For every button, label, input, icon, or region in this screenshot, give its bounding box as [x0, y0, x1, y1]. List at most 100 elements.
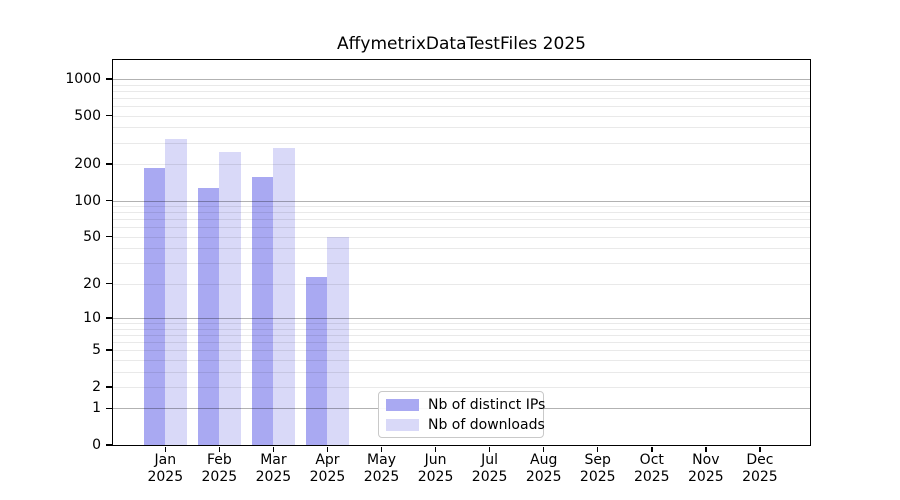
x-tick-apr — [326, 446, 329, 452]
gridline-minor-500 — [113, 115, 810, 117]
year-label: 2025 — [633, 468, 670, 485]
y-tick-50 — [106, 235, 113, 238]
month-label: Jan — [154, 452, 177, 468]
x-tick-jul — [488, 446, 491, 452]
month-label: Jul — [481, 452, 499, 468]
chart-title: AffymetrixDataTestFiles 2025 — [337, 34, 586, 54]
x-tick-dec — [759, 446, 761, 452]
y-tick-500 — [106, 114, 113, 117]
y-tick-10 — [106, 317, 113, 319]
y-tick-20 — [106, 282, 113, 285]
gridline-minor-80 — [113, 212, 810, 214]
y-tick-label-100: 100 — [74, 192, 101, 209]
x-tick-label-mar-2025: Mar 2025 — [241, 452, 305, 485]
legend: Nb of distinct IPs Nb of downloads — [378, 391, 545, 438]
year-label: 2025 — [525, 468, 562, 485]
bar-jan-nb-of-distinct-ips — [143, 167, 166, 445]
month-label: Aug — [530, 452, 558, 468]
gridline-minor-200 — [113, 164, 810, 166]
x-tick-nov — [705, 446, 707, 452]
bar-jan-nb-of-downloads — [165, 139, 187, 445]
gridline-minor-6 — [113, 341, 810, 343]
y-tick-label-0: 0 — [92, 437, 101, 453]
gridline-minor-4 — [113, 359, 810, 361]
gridline-minor-70 — [113, 219, 810, 221]
y-tick-5 — [106, 349, 113, 351]
legend-label-distinct-ips: Nb of distinct IPs — [428, 396, 546, 413]
month-label: Jun — [424, 452, 447, 468]
x-tick-label-aug-2025: Aug 2025 — [512, 452, 576, 485]
month-label: Feb — [206, 452, 232, 468]
x-tick-label-nov-2025: Nov 2025 — [674, 452, 738, 485]
month-label: Nov — [692, 452, 720, 468]
x-tick-jun — [434, 446, 437, 452]
year-label: 2025 — [471, 468, 508, 485]
gridline-minor-30 — [113, 263, 810, 265]
y-tick-label-5: 5 — [92, 342, 101, 359]
y-tick-label-20: 20 — [83, 275, 101, 292]
gridline-minor-9 — [113, 323, 810, 325]
y-tick-label-2: 2 — [92, 378, 101, 395]
x-tick-may — [380, 446, 383, 452]
legend-item-distinct-ips: Nb of distinct IPs — [386, 397, 545, 413]
year-label: 2025 — [742, 468, 778, 485]
month-label: Dec — [746, 452, 774, 468]
year-label: 2025 — [363, 468, 400, 485]
x-tick-label-dec-2025: Dec 2025 — [728, 452, 792, 485]
x-tick-label-jan-2025: Jan 2025 — [133, 452, 197, 485]
x-tick-mar — [272, 446, 275, 452]
y-tick-1 — [106, 407, 113, 410]
year-label: 2025 — [579, 468, 616, 485]
gridline-minor-900 — [113, 84, 810, 86]
bar-feb-nb-of-distinct-ips — [197, 187, 220, 445]
y-tick-100 — [106, 199, 113, 202]
gridline-minor-5 — [113, 350, 810, 352]
gridline-minor-20 — [113, 283, 810, 285]
x-tick-jan — [164, 446, 167, 452]
year-label: 2025 — [147, 468, 184, 485]
bar-mar-nb-of-distinct-ips — [251, 177, 274, 445]
gridline-minor-50 — [113, 236, 810, 238]
gridline-minor-300 — [113, 142, 810, 144]
month-label: Apr — [315, 452, 340, 468]
y-tick-label-500: 500 — [74, 107, 101, 124]
x-tick-label-feb-2025: Feb 2025 — [187, 452, 251, 485]
gridline-minor-3 — [113, 371, 810, 373]
bar-apr-nb-of-distinct-ips — [305, 276, 328, 445]
gridline-minor-600 — [113, 106, 810, 108]
bar-mar-nb-of-downloads — [273, 148, 296, 445]
legend-swatch-distinct-ips — [386, 398, 419, 411]
x-tick-feb — [218, 446, 221, 452]
x-tick-label-may-2025: May 2025 — [350, 452, 414, 485]
year-label: 2025 — [255, 468, 292, 485]
legend-swatch-downloads — [386, 418, 419, 431]
gridline-major-10 — [113, 317, 810, 319]
bar-apr-nb-of-downloads — [327, 236, 350, 445]
gridline-minor-400 — [113, 127, 810, 129]
y-tick-label-50: 50 — [83, 228, 101, 245]
y-tick-label-1: 1 — [92, 400, 101, 417]
y-tick-2 — [106, 386, 113, 388]
gridline-minor-2 — [113, 386, 810, 388]
gridline-major-1000 — [113, 79, 810, 80]
month-label: Mar — [260, 452, 287, 468]
y-tick-0 — [106, 444, 113, 446]
year-label: 2025 — [417, 468, 454, 485]
y-tick-1000 — [106, 78, 113, 80]
gridline-minor-90 — [113, 206, 810, 208]
year-label: 2025 — [201, 468, 238, 485]
x-tick-label-apr-2025: Apr 2025 — [295, 452, 359, 485]
y-tick-label-200: 200 — [74, 156, 101, 173]
month-label: May — [367, 452, 396, 468]
x-tick-label-jul-2025: Jul 2025 — [458, 452, 522, 485]
bar-feb-nb-of-downloads — [219, 151, 242, 445]
x-tick-label-jun-2025: Jun 2025 — [404, 452, 468, 485]
month-label: Sep — [584, 452, 611, 468]
gridline-minor-800 — [113, 90, 810, 92]
gridline-minor-60 — [113, 227, 810, 229]
gridline-minor-40 — [113, 248, 810, 250]
x-tick-oct — [651, 446, 653, 452]
x-tick-label-sep-2025: Sep 2025 — [566, 452, 630, 485]
y-tick-200 — [106, 163, 113, 165]
